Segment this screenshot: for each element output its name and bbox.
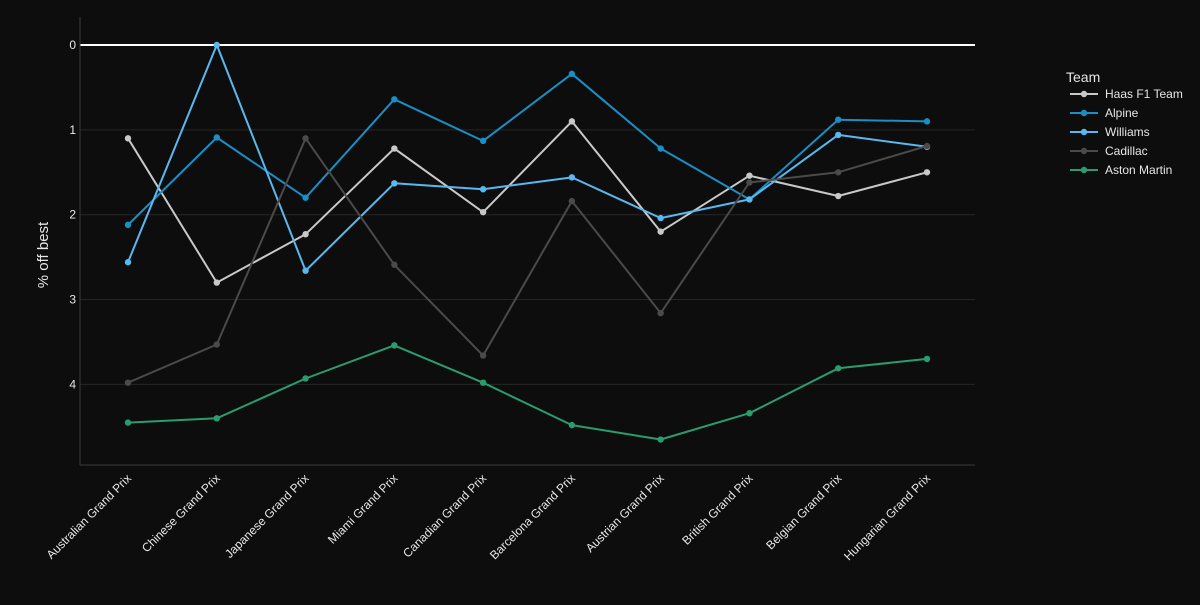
legend-item[interactable]: Cadillac	[1070, 144, 1148, 158]
data-point	[479, 379, 487, 386]
legend-swatch-marker	[1080, 90, 1088, 98]
series-williams	[124, 41, 931, 274]
data-point	[657, 228, 664, 235]
data-point	[568, 70, 576, 78]
data-point	[124, 221, 132, 229]
legend-item[interactable]: Haas F1 Team	[1070, 87, 1183, 101]
data-point	[302, 375, 309, 382]
data-point	[479, 137, 487, 145]
data-point	[568, 118, 576, 125]
legend-label: Cadillac	[1105, 144, 1148, 158]
data-point	[657, 309, 664, 317]
data-point	[302, 231, 309, 238]
axis-layer: 0 1 2 3 4 Australian Grand Prix Chinese Grand …	[44, 17, 975, 563]
data-point	[213, 41, 220, 49]
y-tick-label: 3	[69, 293, 76, 307]
series-cadillac	[124, 135, 931, 386]
data-point	[213, 279, 220, 286]
data-point	[746, 196, 753, 203]
data-point	[835, 365, 842, 372]
data-point	[124, 259, 132, 266]
series-haas-f1-team	[124, 118, 931, 286]
data-point	[657, 145, 664, 152]
x-tick-label: British Grand Prix	[679, 471, 755, 547]
data-point	[391, 261, 398, 268]
data-point	[746, 179, 753, 186]
legend-label: Alpine	[1105, 106, 1139, 120]
data-point	[746, 410, 753, 417]
series-aston-martin	[124, 342, 931, 443]
x-tick-label: Chinese Grand Prix	[139, 471, 223, 555]
legend[interactable]: Team Haas F1 Team Alpine Williams Cadillac A…	[1066, 69, 1183, 177]
data-point	[835, 169, 842, 176]
series-line	[127, 44, 928, 272]
series-line	[127, 344, 928, 441]
data-point	[657, 436, 664, 443]
data-point	[302, 135, 309, 142]
data-point	[124, 379, 132, 386]
legend-item[interactable]: Aston Martin	[1070, 163, 1172, 177]
data-point	[923, 355, 931, 363]
data-point	[923, 142, 931, 150]
legend-title: Team	[1066, 69, 1100, 85]
data-point	[479, 352, 487, 359]
data-point	[391, 342, 398, 349]
legend-item[interactable]: Williams	[1070, 125, 1150, 139]
data-point	[479, 186, 487, 193]
data-point	[568, 197, 576, 205]
data-point	[124, 135, 132, 142]
legend-label: Haas F1 Team	[1105, 87, 1183, 101]
y-tick-label: 0	[69, 38, 76, 52]
data-point	[835, 131, 842, 139]
data-point	[391, 145, 398, 152]
data-point	[302, 194, 309, 201]
x-tick-label: Austrian Grand Prix	[583, 471, 667, 555]
x-tick-label: Canadian Grand Prix	[400, 471, 489, 560]
legend-item[interactable]: Alpine	[1070, 106, 1139, 120]
data-point	[568, 421, 576, 429]
x-tick-label: Australian Grand Prix	[44, 471, 135, 562]
data-point	[923, 118, 931, 125]
legend-swatch-marker	[1080, 147, 1088, 155]
data-point	[124, 419, 132, 426]
series-line	[127, 120, 928, 284]
data-point	[302, 267, 309, 274]
data-point	[479, 208, 487, 216]
legend-label: Aston Martin	[1105, 163, 1172, 177]
x-tick-label: Miami Grand Prix	[325, 471, 400, 546]
data-point	[213, 415, 220, 422]
legend-swatch-marker	[1080, 109, 1088, 117]
legend-swatch-marker	[1080, 166, 1088, 174]
x-tick-label: Barcelona Grand Prix	[487, 471, 578, 562]
series-line	[127, 72, 928, 226]
data-point	[923, 169, 931, 176]
data-point	[391, 96, 398, 103]
legend-swatch-marker	[1080, 128, 1088, 136]
data-point	[746, 172, 753, 179]
data-point	[835, 116, 842, 123]
data-point	[568, 174, 576, 181]
x-tick-label: Belgian Grand Prix	[763, 471, 844, 552]
y-tick-label: 4	[69, 377, 76, 391]
y-tick-label: 2	[69, 208, 76, 222]
data-point	[213, 341, 220, 348]
x-tick-label: Japanese Grand Prix	[222, 471, 312, 561]
x-tick-label: Hungarian Grand Prix	[841, 471, 933, 563]
y-axis-title: % off best	[35, 221, 52, 288]
legend-label: Williams	[1105, 125, 1150, 139]
grid-layer	[80, 44, 975, 385]
data-point	[835, 192, 842, 200]
data-point	[391, 180, 398, 187]
series-line	[127, 137, 928, 384]
data-point	[213, 134, 220, 141]
data-point	[657, 214, 664, 222]
series-layer	[124, 41, 931, 443]
y-tick-label: 1	[69, 123, 76, 137]
series-alpine	[124, 70, 931, 229]
